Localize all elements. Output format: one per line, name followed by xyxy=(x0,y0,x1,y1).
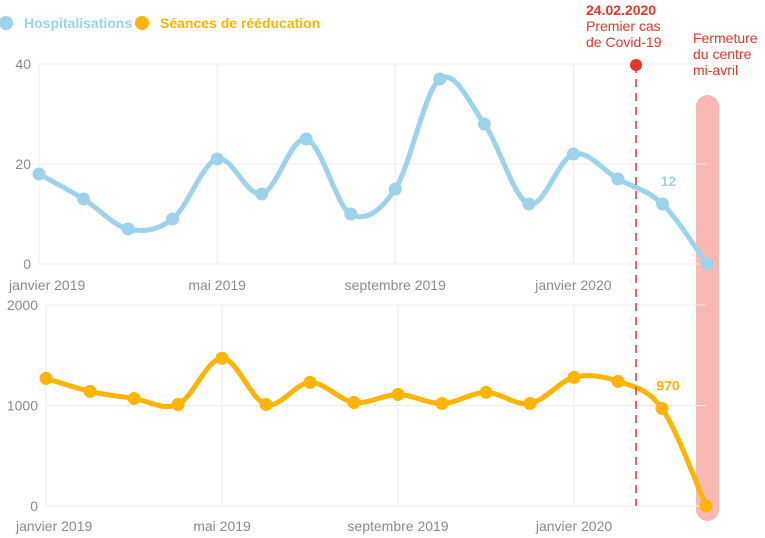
data-point xyxy=(611,374,625,388)
data-point xyxy=(435,396,449,410)
data-point xyxy=(655,402,669,416)
covid-label-line2: de Covid-19 xyxy=(586,34,662,50)
closure-label-line1: Fermeture xyxy=(693,30,758,46)
y-tick-label: 1000 xyxy=(7,398,38,414)
data-point xyxy=(210,152,224,166)
legend-label: Hospitalisations xyxy=(24,15,132,31)
closure-label-line3: mi-avril xyxy=(693,62,738,78)
data-point xyxy=(255,187,269,201)
data-point xyxy=(700,257,714,271)
closure-label-line2: du centre xyxy=(693,46,752,62)
data-label: 12 xyxy=(661,173,677,189)
closure-band xyxy=(696,95,719,521)
data-point xyxy=(433,72,447,86)
data-point xyxy=(523,396,537,410)
legend-marker-icon xyxy=(0,16,13,30)
data-point xyxy=(127,391,141,405)
covid-label-line1: Premier cas xyxy=(586,18,661,34)
x-tick-label: mai 2019 xyxy=(188,277,246,293)
data-point xyxy=(121,222,135,236)
data-point xyxy=(32,167,46,181)
legend-label: Séances de rééducation xyxy=(160,15,320,31)
data-point xyxy=(388,182,402,196)
y-tick-label: 40 xyxy=(15,56,31,72)
x-tick-label: janvier 2019 xyxy=(8,277,85,293)
y-tick-label: 20 xyxy=(15,156,31,172)
data-point xyxy=(655,197,669,211)
data-point xyxy=(83,384,97,398)
x-tick-label: mai 2019 xyxy=(193,518,251,534)
series-line-seances xyxy=(45,355,709,508)
data-point xyxy=(215,351,229,365)
data-point xyxy=(259,397,273,411)
y-tick-label: 0 xyxy=(23,256,31,272)
data-point xyxy=(39,371,53,385)
y-tick-label: 2000 xyxy=(7,297,38,313)
x-tick-label: septembre 2019 xyxy=(345,277,446,293)
data-point xyxy=(699,499,713,513)
data-point xyxy=(347,395,361,409)
data-point xyxy=(611,172,625,186)
x-tick-label: septembre 2019 xyxy=(347,518,448,534)
covid-date: 24.02.2020 xyxy=(586,2,656,18)
legend-marker-icon xyxy=(135,16,149,30)
series-line-hospitalisations xyxy=(37,74,710,266)
data-point xyxy=(567,370,581,384)
data-point xyxy=(344,207,358,221)
data-label: 970 xyxy=(656,378,680,394)
data-point xyxy=(566,147,580,161)
data-point xyxy=(522,197,536,211)
data-point xyxy=(166,212,180,226)
data-point xyxy=(477,117,491,131)
data-point xyxy=(391,387,405,401)
x-tick-label: janvier 2020 xyxy=(534,277,611,293)
data-point xyxy=(479,385,493,399)
y-tick-label: 0 xyxy=(30,498,38,514)
x-tick-label: janvier 2019 xyxy=(15,518,92,534)
x-tick-label: janvier 2020 xyxy=(535,518,612,534)
covid-marker-dot xyxy=(630,59,642,71)
data-point xyxy=(299,132,313,146)
data-point xyxy=(77,192,91,206)
data-point xyxy=(303,375,317,389)
data-point xyxy=(171,397,185,411)
